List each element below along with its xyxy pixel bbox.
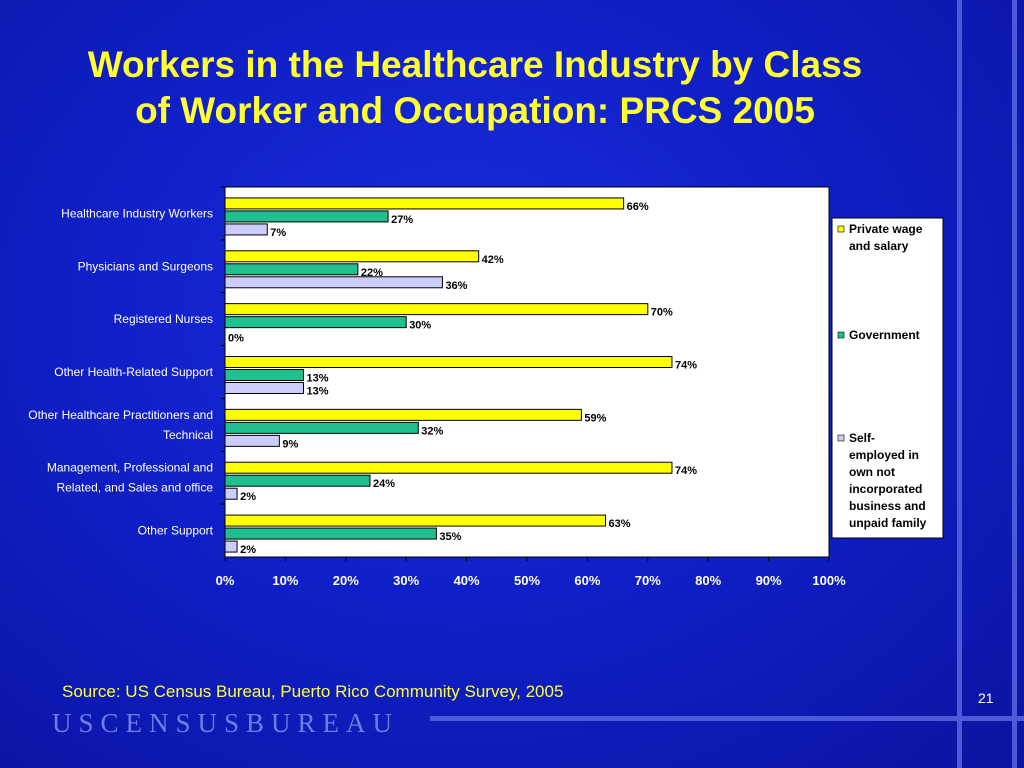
x-tick-label-8: 70% xyxy=(635,573,661,588)
category-label-4: Other Health-Related Support xyxy=(54,365,213,379)
x-tick-label-5: 40% xyxy=(454,573,480,588)
source-note: Source: US Census Bureau, Puerto Rico Co… xyxy=(62,682,564,701)
category-label-7: Other Support xyxy=(138,524,214,538)
page-number: 21 xyxy=(978,690,994,706)
legend-label-3-line-6: unpaid family xyxy=(849,516,927,530)
bar-2-1 xyxy=(224,250,480,263)
bar-6-1 xyxy=(224,461,673,474)
x-tick-label-10: 90% xyxy=(756,573,782,588)
data-label-7-1: 63% xyxy=(609,518,631,530)
bar-5-3 xyxy=(224,434,280,447)
x-tick-label-9: 80% xyxy=(695,573,721,588)
legend-label-1-line-2: and salary xyxy=(849,239,909,253)
data-label-7-2: 35% xyxy=(439,531,461,543)
data-label-2-1: 42% xyxy=(482,254,504,266)
category-label-5-line-2: Technical xyxy=(163,428,213,442)
data-label-3-3: 0% xyxy=(228,333,244,345)
data-label-4-1: 74% xyxy=(675,360,697,372)
data-label-4-3: 13% xyxy=(307,386,329,398)
slide-title: Workers in the Healthcare Industry by Cl… xyxy=(30,42,920,134)
bar-6-3 xyxy=(224,487,238,500)
legend-label-3-line-1: Self- xyxy=(849,431,875,445)
bar-4-2 xyxy=(224,369,305,381)
category-label-1: Healthcare Industry Workers xyxy=(61,206,213,220)
bar-7-2 xyxy=(224,527,437,540)
decorative-vertical-bar-1 xyxy=(957,0,962,768)
bar-3-2 xyxy=(224,316,407,329)
data-label-1-2: 27% xyxy=(391,214,413,226)
data-label-5-1: 59% xyxy=(584,412,606,424)
bar-2-2 xyxy=(224,263,359,276)
bar-4-3 xyxy=(224,382,305,394)
data-label-6-2: 24% xyxy=(373,478,395,490)
data-label-4-2: 13% xyxy=(307,373,329,385)
bar-2-3 xyxy=(224,276,443,289)
legend-label-1-line-1: Private wage xyxy=(849,222,923,236)
legend-label-3-line-5: business and xyxy=(849,499,926,513)
data-label-7-3: 2% xyxy=(240,544,256,556)
slide-title-line-2: of Worker and Occupation: PRCS 2005 xyxy=(135,90,815,131)
data-label-3-1: 70% xyxy=(651,307,673,319)
legend-label-3-line-2: employed in xyxy=(849,448,919,462)
decorative-vertical-bar-2 xyxy=(1012,0,1017,768)
data-label-3-2: 30% xyxy=(409,320,431,332)
data-label-1-3: 7% xyxy=(270,227,286,239)
bar-1-1 xyxy=(224,197,625,210)
category-label-6-line-2: Related, and Sales and office xyxy=(56,481,213,495)
bar-3-1 xyxy=(224,303,649,316)
x-axis-ticks: 0% 10% 20% 30% 40% 50% 60% 70% 80% 90% 100% xyxy=(216,186,846,588)
legend: Private wage and salary Government Self-emp… xyxy=(831,217,944,539)
data-label-2-2: 22% xyxy=(361,267,383,279)
legend-swatch-1 xyxy=(837,225,845,233)
category-label-2: Physicians and Surgeons xyxy=(78,259,213,273)
decorative-horizontal-bar xyxy=(430,716,1024,721)
category-label-5-line-1: Other Healthcare Practitioners and xyxy=(28,408,213,422)
bar-4-1 xyxy=(224,356,673,368)
category-label-3: Registered Nurses xyxy=(114,312,213,326)
data-label-5-2: 32% xyxy=(421,425,443,437)
legend-label-3-line-3: own not xyxy=(849,465,895,479)
x-tick-label-4: 30% xyxy=(393,573,419,588)
bar-1-2 xyxy=(224,210,389,223)
bar-6-2 xyxy=(224,474,371,487)
legend-box xyxy=(831,217,944,539)
x-tick-label-6: 50% xyxy=(514,573,540,588)
bars-group: 66% 27% 7% 42% 22% 36% 70% 30% 0% 74% 13%13% 59% 32%… xyxy=(224,197,697,556)
data-label-2-3: 36% xyxy=(445,280,467,292)
bar-7-3 xyxy=(224,540,238,553)
bar-5-1 xyxy=(224,408,582,421)
x-tick-label-11: 100% xyxy=(812,573,846,588)
legend-label-2-line-1: Government xyxy=(849,328,920,342)
x-tick-label-7: 60% xyxy=(574,573,600,588)
data-label-5-3: 9% xyxy=(282,438,298,450)
legend-label-3-line-4: incorporated xyxy=(849,482,922,496)
data-label-6-3: 2% xyxy=(240,491,256,503)
x-tick-label-1: 0% xyxy=(216,573,235,588)
x-tick-label-2: 10% xyxy=(272,573,298,588)
slide-title-line-1: Workers in the Healthcare Industry by Cl… xyxy=(87,44,863,85)
data-label-6-1: 74% xyxy=(675,465,697,477)
x-tick-label-3: 20% xyxy=(333,573,359,588)
legend-swatch-2 xyxy=(837,331,845,339)
census-bureau-logo: USCENSUSBUREAU xyxy=(52,708,400,738)
bar-5-2 xyxy=(224,421,419,434)
bar-1-3 xyxy=(224,223,268,236)
data-label-1-1: 66% xyxy=(627,201,649,213)
bar-7-1 xyxy=(224,514,607,527)
category-labels: Healthcare Industry Workers Physicians an… xyxy=(28,206,213,537)
category-label-6-line-1: Management, Professional and xyxy=(47,461,213,475)
legend-swatch-3 xyxy=(837,434,845,442)
